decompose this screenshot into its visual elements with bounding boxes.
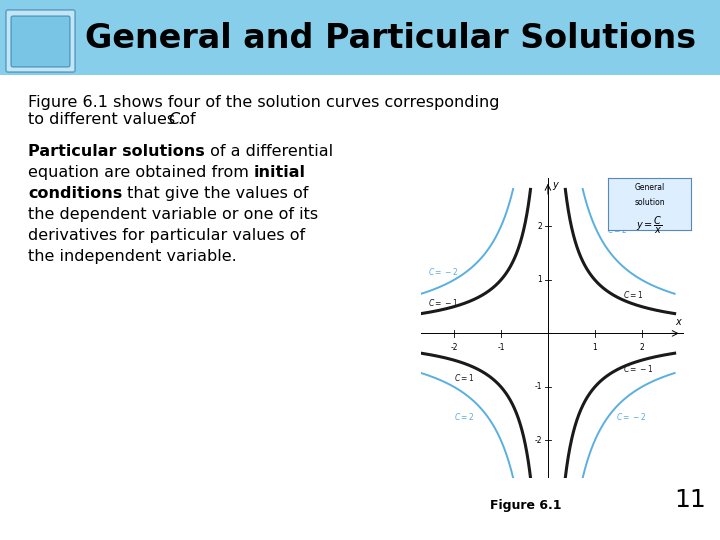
Text: .: .: [177, 112, 182, 127]
Text: -2: -2: [535, 436, 542, 445]
Text: the dependent variable or one of its: the dependent variable or one of its: [28, 207, 318, 222]
Text: Figure 6.1 shows four of the solution curves corresponding: Figure 6.1 shows four of the solution cu…: [28, 95, 500, 110]
Text: $C=1$: $C=1$: [454, 372, 474, 383]
Text: 2: 2: [639, 343, 644, 352]
Text: that give the values of: that give the values of: [122, 186, 309, 201]
Text: 2: 2: [538, 222, 542, 231]
Text: -1: -1: [498, 343, 505, 352]
Text: $C=-2$: $C=-2$: [428, 266, 459, 278]
Text: $C=-1$: $C=-1$: [623, 363, 653, 374]
Text: Figure 6.1: Figure 6.1: [490, 499, 562, 512]
Text: equation are obtained from: equation are obtained from: [28, 165, 254, 180]
Text: $C=-1$: $C=-1$: [428, 297, 459, 308]
Text: of a differential: of a differential: [204, 144, 333, 159]
Text: $C=2$: $C=2$: [454, 411, 474, 422]
Text: x: x: [675, 317, 681, 327]
Text: $C=-2$: $C=-2$: [616, 411, 646, 422]
Bar: [0, 0, 720, 75]
Text: $y=\dfrac{C}{x}$: $y=\dfrac{C}{x}$: [636, 215, 663, 236]
FancyBboxPatch shape: [6, 10, 75, 72]
Text: 11: 11: [674, 488, 706, 512]
Text: Solution curves for xy’ + y = 0: Solution curves for xy’ + y = 0: [502, 464, 662, 474]
Text: -2: -2: [450, 343, 458, 352]
Text: C: C: [168, 112, 179, 127]
Text: $C=2$: $C=2$: [606, 224, 627, 234]
Text: conditions: conditions: [28, 186, 122, 201]
Text: Particular solutions: Particular solutions: [28, 144, 204, 159]
Text: General and Particular Solutions: General and Particular Solutions: [85, 22, 696, 55]
Text: 1: 1: [593, 343, 597, 352]
Text: initial: initial: [254, 165, 306, 180]
Text: -1: -1: [535, 382, 542, 392]
Text: to different values of: to different values of: [28, 112, 201, 127]
Text: $C=1$: $C=1$: [623, 289, 644, 300]
Text: derivatives for particular values of: derivatives for particular values of: [28, 228, 305, 243]
Text: 1: 1: [538, 275, 542, 285]
Text: y: y: [553, 180, 558, 190]
Text: the independent variable.: the independent variable.: [28, 249, 237, 264]
FancyBboxPatch shape: [11, 16, 70, 67]
Text: solution: solution: [634, 198, 665, 207]
Text: General: General: [634, 184, 665, 192]
